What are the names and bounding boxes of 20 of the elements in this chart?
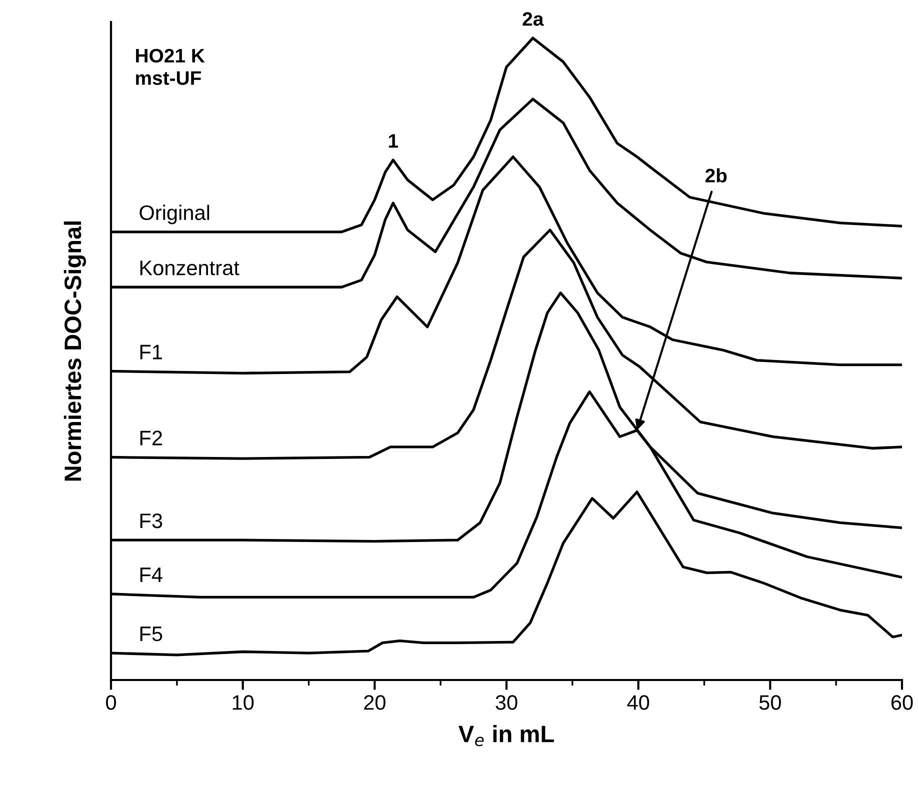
series-label: Original [140, 204, 210, 224]
annotation: 2b [705, 168, 727, 182]
x-tick-label: 10 [232, 695, 254, 710]
series-label: F4 [140, 568, 162, 582]
series-label: F5 [140, 626, 162, 642]
x-tick-label: 60 [891, 695, 913, 710]
x-axis-title: V$_{e}$ in mL [458, 724, 554, 746]
series-label: F1 [140, 344, 162, 360]
series-label: Konzentrat [140, 260, 240, 276]
annotation: HO21 K mst-UF [136, 48, 205, 85]
x-tick-label: 20 [364, 695, 386, 710]
y-axis-title: Normiertes DOC-Signal [64, 221, 86, 481]
series-label: F2 [140, 430, 162, 446]
annotation: 1 [388, 134, 398, 148]
x-tick-label: 0 [106, 695, 116, 710]
x-tick-label: 50 [759, 695, 781, 710]
annotation: 2a [522, 12, 544, 26]
series-label: F3 [140, 513, 162, 528]
x-tick-label: 30 [496, 695, 518, 710]
x-tick-label: 40 [627, 695, 650, 710]
